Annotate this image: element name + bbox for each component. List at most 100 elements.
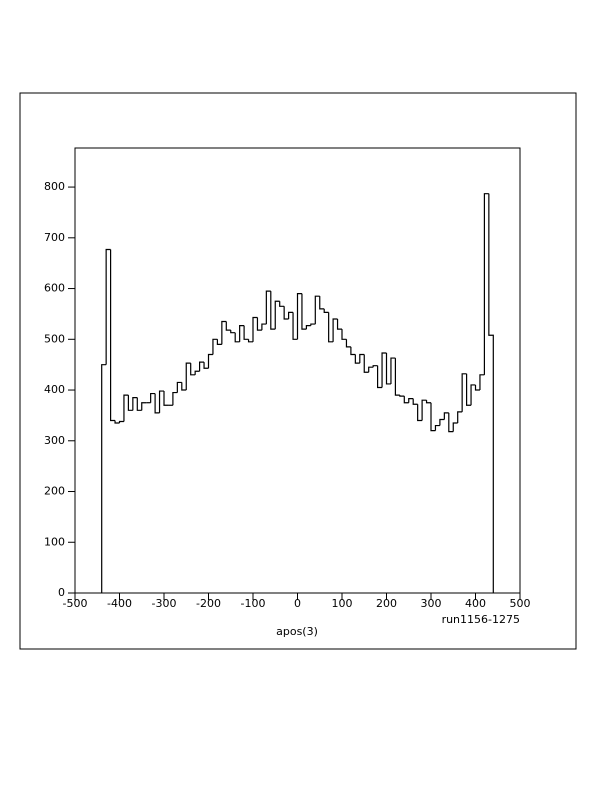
histogram-bin <box>252 316 258 342</box>
histogram-bin <box>190 363 196 376</box>
x-tick-label: -400 <box>107 597 132 610</box>
histogram-bin <box>408 398 414 403</box>
histogram-bin <box>403 396 409 404</box>
y-tick-label: 0 <box>58 586 65 599</box>
histogram-bin <box>466 373 472 406</box>
x-tick-label: 0 <box>294 597 301 610</box>
histogram-bin <box>296 293 302 340</box>
x-tick-label: -300 <box>152 597 177 610</box>
histogram-bin <box>332 318 338 342</box>
histogram-bin <box>256 317 262 331</box>
histogram-bin <box>132 397 138 411</box>
histogram-bin <box>163 391 169 406</box>
histogram-bin <box>123 394 129 422</box>
histogram-bin <box>323 308 329 314</box>
annotation: run1156-1275 <box>442 613 520 626</box>
histogram-bin <box>368 366 374 373</box>
histogram-bin <box>417 404 423 422</box>
x-axis-label: apos(3) <box>276 625 318 638</box>
x-tick-label: 200 <box>376 597 397 610</box>
histogram-bin <box>127 395 133 411</box>
histogram-bin <box>279 301 285 307</box>
histogram-bin <box>430 402 436 432</box>
histogram-bin <box>377 365 383 389</box>
histogram-bin <box>328 312 334 343</box>
histogram-bin <box>105 248 111 365</box>
histogram-bin <box>394 358 400 396</box>
histogram-bin <box>452 422 458 432</box>
histogram-bin <box>181 382 187 391</box>
histogram-bin <box>390 357 396 384</box>
histogram-bin <box>212 338 218 355</box>
x-tick-label: 400 <box>465 597 486 610</box>
histogram-bin <box>101 364 107 593</box>
histogram-bin <box>479 374 485 391</box>
histogram-bin <box>150 392 156 403</box>
histogram-bin <box>176 381 182 393</box>
histogram-bin <box>207 353 213 369</box>
histogram-bin <box>336 318 342 330</box>
histogram-bin <box>301 293 307 330</box>
histogram-bin <box>265 290 271 325</box>
histogram-bin <box>225 321 231 331</box>
y-tick-label: 200 <box>44 485 65 498</box>
histogram-bin <box>363 354 369 373</box>
histogram-bin <box>461 373 467 412</box>
histogram-bin <box>110 249 116 422</box>
y-tick-label: 300 <box>44 434 65 447</box>
x-tick-label: -500 <box>63 597 88 610</box>
plot-frame <box>74 147 521 594</box>
x-tick-label: -200 <box>196 597 221 610</box>
histogram-bin <box>274 300 280 330</box>
histogram-bin <box>230 330 236 334</box>
histogram-bin <box>158 390 164 413</box>
histogram-bin <box>194 370 200 375</box>
histogram-bin <box>199 361 205 372</box>
histogram-bin <box>288 311 294 319</box>
histogram-bin <box>341 329 347 340</box>
histogram-bin <box>354 354 360 364</box>
histogram-bin <box>314 295 320 325</box>
histogram-bin <box>221 320 227 345</box>
histogram-bin <box>488 193 494 593</box>
y-tick-label: 800 <box>44 180 65 193</box>
histogram-bin <box>421 399 427 421</box>
histogram-bin <box>425 400 431 404</box>
histogram-bin <box>457 411 463 424</box>
histogram-bin <box>243 325 249 340</box>
histogram-bin <box>172 391 178 406</box>
histogram-bin <box>114 420 120 424</box>
histogram-bin <box>359 353 365 364</box>
histogram-bin <box>203 362 209 369</box>
y-tick-label: 500 <box>44 332 65 345</box>
histogram-bin <box>234 332 240 343</box>
histogram-bin <box>261 323 267 331</box>
histogram-bin <box>439 418 445 426</box>
histogram-bin <box>474 384 480 391</box>
histogram-bin <box>434 424 440 431</box>
histogram-bin <box>372 365 378 368</box>
histogram-bin <box>185 362 191 391</box>
histogram-bin <box>470 384 476 406</box>
histogram-bin <box>270 291 276 330</box>
histogram-bin <box>216 339 222 345</box>
x-tick-label: 300 <box>421 597 442 610</box>
y-tick-label: 100 <box>44 535 65 548</box>
histogram-bin <box>141 402 147 411</box>
histogram-bin <box>239 324 245 342</box>
histogram-bin <box>154 393 160 414</box>
y-tick-label: 700 <box>44 231 65 244</box>
histogram-bin <box>292 312 298 340</box>
histogram-bin <box>136 397 142 411</box>
outer-frame <box>19 92 577 650</box>
histogram-bin <box>381 352 387 388</box>
histogram-bin <box>247 339 253 343</box>
histogram-bin <box>305 324 311 330</box>
histogram-bin <box>385 352 391 385</box>
y-tick-label: 600 <box>44 282 65 295</box>
histogram-bin <box>118 420 124 424</box>
histogram-bin <box>448 412 454 433</box>
histogram-bin <box>283 306 289 320</box>
